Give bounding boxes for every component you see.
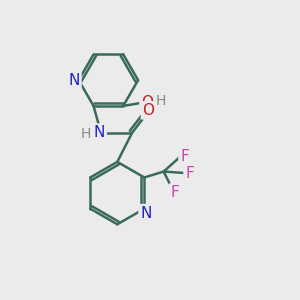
Text: O: O: [141, 95, 153, 110]
Text: F: F: [180, 148, 189, 164]
Text: F: F: [171, 185, 179, 200]
Text: H: H: [80, 127, 91, 141]
Text: O: O: [142, 103, 154, 118]
Text: F: F: [185, 166, 194, 181]
Text: N: N: [68, 73, 80, 88]
Text: H: H: [156, 94, 166, 108]
Text: N: N: [140, 206, 152, 221]
Text: N: N: [94, 125, 105, 140]
